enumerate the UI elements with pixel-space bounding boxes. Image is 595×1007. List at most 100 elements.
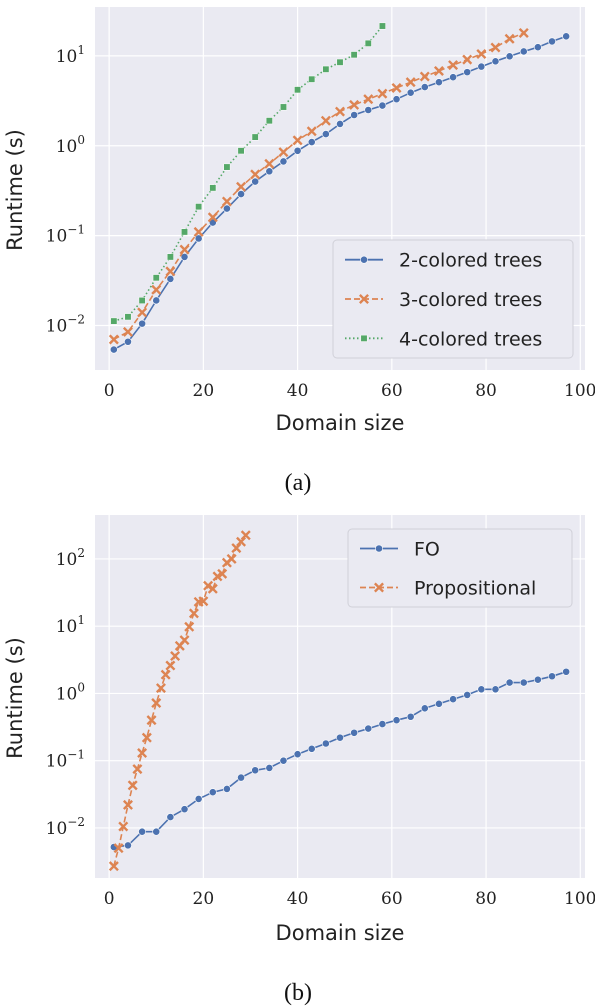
data-point: [181, 228, 188, 236]
data-point: [195, 203, 203, 211]
legend: 2-colored trees 3-colored trees 4-colored …: [332, 239, 574, 359]
chart-panel-b: 0 20 40 60 80 100 10−2 10−1 100 101 102 Domain siz…: [3, 515, 595, 1006]
data-point: [113, 843, 124, 854]
data-point: [280, 103, 287, 111]
data-point: [420, 704, 429, 713]
data-point: [364, 724, 373, 733]
legend-item: Propositional: [360, 578, 536, 600]
y-tick-label: 10−1: [46, 223, 85, 247]
data-point: [132, 764, 143, 775]
data-point: [279, 157, 288, 166]
data-point: [141, 732, 152, 743]
data-point: [419, 71, 430, 82]
legend-label: 3-colored trees: [399, 289, 542, 311]
data-point: [138, 319, 147, 328]
data-point: [264, 158, 275, 169]
data-point: [170, 651, 181, 662]
y-tick-label: 100: [56, 133, 85, 157]
data-point: [562, 667, 571, 676]
x-tick-label: 60: [381, 381, 403, 401]
data-point: [179, 635, 190, 646]
data-point: [223, 163, 231, 171]
y-axis-label: Runtime (s): [3, 129, 27, 251]
data-point: [293, 750, 302, 759]
data-point: [391, 82, 402, 93]
tick-labels: 0 20 40 60 80 100 10−2 10−1 100 101 102: [46, 546, 595, 909]
legend-item: 4-colored trees: [345, 328, 542, 350]
data-point: [236, 536, 247, 547]
data-point: [109, 345, 118, 354]
data-point: [240, 530, 251, 541]
data-point: [265, 764, 274, 772]
data-point: [449, 695, 457, 704]
data-point: [237, 147, 245, 155]
x-axis-label: Domain size: [276, 921, 405, 945]
x-tick-label: 20: [193, 889, 215, 909]
data-point: [207, 212, 218, 223]
data-point: [124, 313, 132, 321]
x-tick-label: 100: [564, 381, 595, 401]
data-point: [420, 83, 429, 91]
data-point: [237, 773, 245, 782]
data-point: [250, 169, 261, 180]
data-point: [209, 184, 217, 192]
data-point: [548, 672, 556, 681]
y-axis-label: Runtime (s): [3, 637, 27, 759]
data-point: [166, 275, 175, 283]
data-point: [221, 196, 232, 207]
data-point: [321, 130, 330, 138]
data-point: [335, 106, 345, 117]
data-point: [138, 297, 146, 304]
data-point: [392, 95, 401, 104]
data-point: [476, 48, 487, 59]
data-series: [108, 530, 571, 872]
legend-box: [332, 239, 574, 359]
data-point: [350, 51, 358, 59]
data-point: [406, 712, 415, 721]
data-point: [392, 716, 401, 725]
data-point: [223, 785, 231, 793]
data-point: [405, 77, 416, 88]
x-tick-label: 80: [475, 889, 497, 909]
data-point: [307, 138, 316, 146]
legend: FO Propositional: [347, 528, 573, 608]
data-point: [548, 37, 556, 46]
data-point: [166, 813, 175, 821]
y-tick-label: 101: [56, 43, 85, 67]
data-point: [463, 691, 472, 699]
data-point: [490, 42, 501, 53]
data-point: [251, 177, 260, 186]
data-point: [124, 337, 132, 346]
x-tick-label: 0: [104, 381, 115, 401]
legend-marker: [374, 582, 384, 593]
data-point: [378, 101, 387, 110]
legend-box: [347, 528, 573, 608]
data-point: [294, 86, 302, 94]
x-tick-label: 20: [193, 381, 215, 401]
data-point: [188, 608, 199, 619]
data-point: [321, 739, 330, 748]
x-tick-label: 80: [475, 381, 497, 401]
figure-caption-b: (b): [284, 980, 312, 1006]
figure-caption-a: (a): [285, 470, 312, 496]
data-point: [322, 65, 330, 73]
chart-panel-a: 0 20 40 60 80 100 10−2 10−1 100 101 Domain size R…: [3, 7, 595, 496]
data-point: [152, 296, 161, 305]
data-point: [279, 756, 288, 765]
legend-marker: [360, 255, 368, 264]
y-tick-label: 100: [56, 680, 85, 704]
data-point: [363, 94, 374, 105]
data-point: [306, 126, 317, 137]
data-point: [406, 88, 415, 97]
legend-marker: [359, 294, 369, 304]
legend-item: FO: [360, 539, 440, 561]
data-point: [265, 117, 273, 125]
data-point: [519, 47, 528, 56]
data-point: [448, 60, 459, 71]
data-point: [137, 748, 148, 759]
series-1: [109, 32, 571, 354]
data-point: [350, 728, 359, 737]
data-point: [336, 120, 344, 128]
data-point: [463, 68, 472, 77]
